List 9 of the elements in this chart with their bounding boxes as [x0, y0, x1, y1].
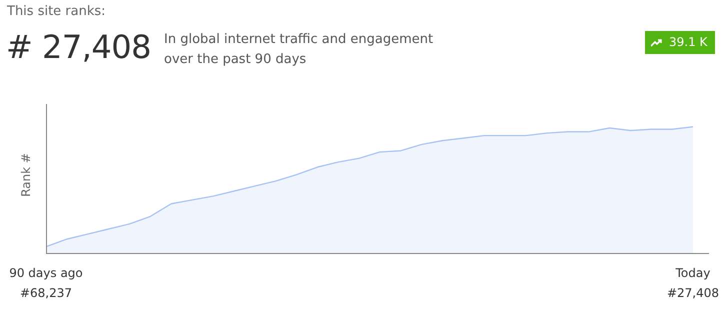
text: # 27,408: [6, 28, 151, 66]
text: 39.1 K: [669, 34, 708, 51]
chart-subtitle: In global internet traffic and engagement over the past 90 days: [164, 31, 434, 69]
x-tick-label: 90 days ago: [9, 266, 83, 280]
text: #68,237: [20, 286, 72, 300]
x-tick-label: Today: [676, 266, 710, 280]
chart-title: This site ranks:: [7, 4, 106, 19]
text: #27,408: [666, 286, 720, 300]
y-axis-title: Rank #: [19, 153, 33, 197]
